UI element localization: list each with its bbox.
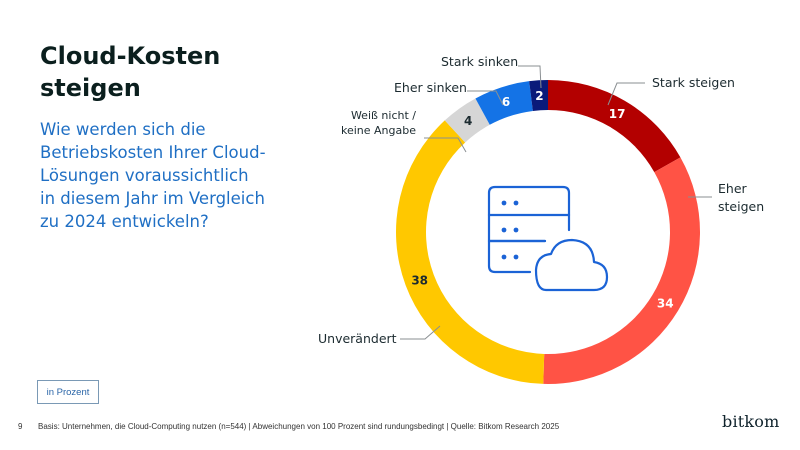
donut-segment <box>543 157 700 384</box>
leader-stark-sinken <box>518 65 542 89</box>
leader-weiss-nicht <box>424 137 467 153</box>
question-line: Lösungen voraussichtlich <box>40 166 249 185</box>
donut-segment <box>396 120 545 384</box>
segment-value: 2 <box>535 89 543 103</box>
question-line: Wie werden sich die <box>40 120 206 139</box>
question-line: Betriebskosten Ihrer Cloud- <box>40 143 266 162</box>
server-indicator-dots <box>501 200 519 260</box>
segment-value: 38 <box>411 273 428 287</box>
question-line: zu 2024 entwickeln? <box>40 212 209 231</box>
donut-segment <box>444 98 490 143</box>
donut-segment <box>548 80 681 173</box>
title-line-1: Cloud-Kosten <box>40 42 221 70</box>
donut-segment <box>529 80 548 111</box>
label-eher-steigen-1: Eher <box>718 181 748 196</box>
label-weiss-nicht-2: keine Angabe <box>341 124 416 137</box>
segment-value-labels: 17 34 38 4 6 2 <box>411 89 673 311</box>
label-weiss-nicht-1: Weiß nicht / <box>351 109 416 122</box>
label-stark-steigen: Stark steigen <box>652 75 735 90</box>
label-eher-steigen-2: steigen <box>718 199 764 214</box>
segment-value: 17 <box>609 107 626 121</box>
donut-segment <box>475 81 533 125</box>
survey-question: Wie werden sich die Betriebskosten Ihrer… <box>40 118 290 233</box>
unit-label-box: in Prozent <box>37 380 99 404</box>
title-line-2: steigen <box>40 74 141 102</box>
leader-unveraendert <box>400 325 441 340</box>
donut-segments <box>396 80 700 384</box>
footnote-source: Basis: Unternehmen, die Cloud-Computing … <box>38 422 560 431</box>
segment-value: 34 <box>657 296 674 310</box>
question-line: in diesem Jahr im Vergleich <box>40 189 265 208</box>
label-unveraendert: Unverändert <box>318 331 397 346</box>
label-stark-sinken: Stark sinken <box>441 54 518 69</box>
bitkom-logo: bitkom <box>722 412 780 431</box>
page-number: 9 <box>18 422 23 431</box>
slide-title: Cloud-Kosten steigen <box>40 40 300 104</box>
leader-eher-sinken <box>467 90 504 106</box>
segment-value: 4 <box>464 114 472 128</box>
label-eher-sinken: Eher sinken <box>394 80 467 95</box>
leader-lines <box>400 65 712 340</box>
server-cloud-icon <box>487 185 609 292</box>
leader-stark-steigen <box>607 82 645 106</box>
segment-value: 6 <box>502 95 510 109</box>
